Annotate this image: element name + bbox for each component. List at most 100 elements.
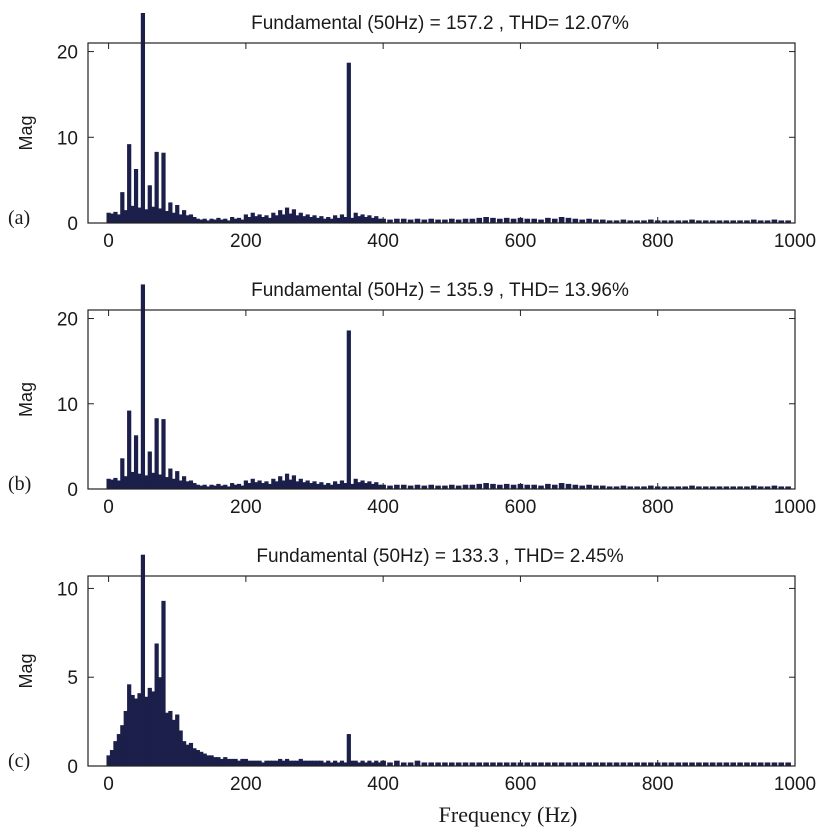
harmonic-bar [247,483,252,489]
harmonic-bar [682,762,688,766]
harmonic-bar [144,696,149,766]
harmonic-bar [157,474,163,489]
harmonic-bar [363,483,369,489]
harmonic-bar [627,486,634,489]
harmonic-bar [709,220,716,223]
harmonic-bar [336,217,341,223]
harmonic-bar [113,741,118,766]
harmonic-bar [212,757,218,766]
panel-label: (c) [8,750,30,772]
x-tick-label: 0 [103,497,114,518]
harmonic-bar [476,217,483,223]
x-tick-label: 600 [505,497,537,518]
panel-label: (a) [8,207,30,229]
harmonic-bar [343,762,348,766]
harmonic-bar [737,762,743,766]
harmonic-bar [240,758,245,766]
harmonic-bar [343,217,348,223]
harmonic-bar [178,214,183,223]
harmonic-bar [257,214,262,223]
harmonic-bar [250,760,255,766]
harmonic-bar [400,762,407,766]
harmonic-bar [462,484,469,489]
harmonic-bar [414,218,421,223]
harmonic-bar [264,760,269,766]
panel-title: Fundamental (50Hz) = 133.3 , THD= 2.45% [256,546,623,567]
harmonic-bar [161,600,166,766]
harmonic-bar [298,212,303,223]
harmonic-bar [274,481,279,489]
harmonic-bar [116,214,121,223]
harmonic-bar [223,218,228,223]
harmonic-bar [154,418,159,489]
harmonic-bar [757,486,764,489]
harmonic-bar [236,217,242,223]
harmonic-bar [202,484,207,489]
harmonic-bar [192,483,197,489]
harmonic-bar [230,217,235,223]
harmonic-bar [312,215,317,223]
x-tick-label: 200 [230,774,262,795]
harmonic-bar [357,216,362,223]
y-axis-label: Mag [16,115,36,150]
harmonic-bar [400,484,407,489]
harmonic-bar [648,485,654,489]
harmonic-bar [778,762,785,766]
harmonic-bar [223,757,228,766]
harmonic-bar [709,486,716,489]
harmonic-bar [171,212,176,223]
y-tick-label: 5 [67,668,78,689]
harmonic-bar [188,480,194,489]
harmonic-bar [394,760,400,766]
harmonic-bar [130,205,135,223]
harmonic-bar [185,744,190,766]
harmonic-bar [510,762,517,766]
harmonic-bar [140,554,146,766]
harmonic-bar [531,762,537,766]
harmonic-bar [257,760,262,766]
harmonic-bar [164,477,170,489]
x-axis-label: Frequency (Hz) [439,802,578,827]
harmonic-bar [137,473,142,489]
harmonic-bar [641,486,647,489]
harmonic-bar [682,220,688,223]
axes-frame [87,575,796,767]
harmonic-bar [455,219,462,223]
harmonic-bar [182,210,187,223]
harmonic-bar [675,486,682,489]
harmonic-bar [319,216,324,223]
panel-label: (b) [8,473,31,495]
harmonic-bar [394,218,400,223]
harmonic-bar [113,211,118,223]
harmonic-bar [593,219,599,223]
harmonic-bar [374,216,379,223]
harmonic-bar [476,762,483,766]
harmonic-bar [428,484,434,489]
x-tick-label: 0 [103,231,114,252]
harmonic-bar [551,484,558,489]
harmonic-bar [370,217,375,223]
harmonic-bar [490,762,496,766]
harmonic-bar [206,220,211,223]
harmonic-bar [271,760,276,766]
harmonic-bar [476,483,483,489]
harmonic-bar [182,476,187,489]
harmonic-bar [278,476,283,489]
harmonic-bar [333,760,338,766]
harmonic-bar [209,484,214,489]
x-tick-label: 1000 [774,231,816,252]
y-tick-label: 0 [67,214,78,235]
harmonic-bar [613,220,620,223]
harmonic-bar [226,220,231,223]
harmonic-bar [226,758,231,766]
harmonic-bar [346,734,351,766]
harmonic-bar [288,479,293,489]
harmonic-bar [140,284,146,489]
harmonic-bar [175,205,180,223]
harmonic-bar [785,762,791,766]
harmonic-bar [230,483,235,489]
harmonic-bar [274,760,279,766]
x-tick-label: 1000 [774,497,816,518]
